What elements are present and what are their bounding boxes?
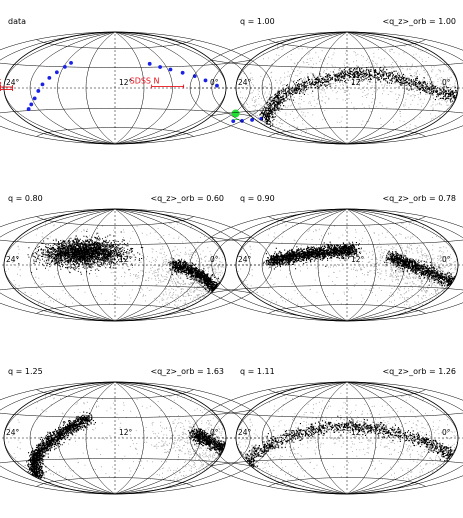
stream-core: [168, 258, 221, 293]
panel-label-left: q = 1.11: [240, 367, 275, 376]
panel-label-left: q = 0.90: [240, 194, 275, 203]
data-point: [32, 96, 37, 101]
panel-stars: [237, 392, 458, 487]
data-point: [180, 70, 185, 75]
graticule: [189, 31, 463, 145]
tick-label: 12°: [119, 78, 133, 87]
data-point: [54, 70, 59, 75]
data-point: [231, 119, 236, 124]
data-point: [47, 75, 52, 80]
tick-label: 24°: [238, 78, 252, 87]
panel-label-right: <q_z>_orb = 0.60: [150, 194, 224, 203]
annotation-sdss-n: SDSS N: [130, 77, 160, 86]
sky-panel-5: 24° 12° 0° q = 1.25 <q_z>_orb = 1.63: [0, 367, 273, 495]
tick-label: 24°: [6, 78, 20, 87]
tick-label: 12°: [351, 78, 365, 87]
graticule: [189, 208, 463, 322]
data-point: [168, 67, 173, 72]
stream-core: [187, 426, 226, 456]
tick-label: 12°: [351, 428, 365, 437]
data-point: [69, 61, 73, 65]
sky-outline: [235, 381, 459, 495]
sdss-footprints: [0, 84, 185, 91]
panel-label-right: <q_z>_orb = 1.00: [382, 17, 456, 26]
tick-label: 24°: [6, 255, 20, 264]
tick-label: 12°: [119, 255, 133, 264]
tick-label: 0°: [442, 428, 451, 437]
diffuse-debris: [237, 221, 458, 312]
sky-panel-3: 24° 12° 0° q = 0.80 <q_z>_orb = 0.60: [0, 194, 273, 322]
tick-label: 0°: [210, 428, 219, 437]
sgr-core-marker: [231, 109, 240, 118]
data-point: [215, 83, 219, 88]
data-point: [40, 82, 45, 87]
data-point: [62, 64, 67, 69]
panel-label-right: <q_z>_orb = 1.26: [382, 367, 456, 376]
data-point: [36, 89, 41, 93]
panel-stars: [5, 221, 226, 315]
sky-panel-2: 24° 12° 0° q = 1.00 <q_z>_orb = 1.00: [189, 17, 463, 145]
tick-label: 24°: [6, 428, 20, 437]
sky-panel-4: 24° 12° 0° q = 0.90 <q_z>_orb = 0.78: [189, 194, 463, 322]
panel-label-right: <q_z>_orb = 0.78: [382, 194, 456, 203]
data-point: [29, 102, 34, 107]
stream-core-2: [262, 241, 362, 270]
diffuse-debris: [237, 392, 458, 487]
data-point: [26, 107, 31, 111]
tick-label: 24°: [238, 428, 252, 437]
panel-stars: [237, 44, 458, 141]
sky-outline: [235, 31, 459, 145]
panel-stars: [237, 221, 458, 312]
tick-label: 0°: [442, 255, 451, 264]
stream-core: [384, 250, 455, 289]
sky-outline: [235, 208, 459, 322]
stream-cloud: [17, 230, 144, 275]
data-point: [250, 118, 254, 122]
tick-label: 0°: [210, 78, 219, 87]
sky-panel-1: SDSS N SDSS S 24° 12° 0° data: [0, 17, 273, 145]
panel-label-left: data: [8, 17, 26, 26]
tick-label: 12°: [119, 428, 133, 437]
sky-panel-6: 24° 12° 0° q = 1.11 <q_z>_orb = 1.26: [189, 367, 463, 495]
tick-label: 0°: [210, 255, 219, 264]
data-point: [203, 78, 208, 83]
tick-label: 0°: [442, 78, 451, 87]
panel-label-left: q = 1.00: [240, 17, 275, 26]
annotation-sdss-s: SDSS S: [0, 78, 2, 87]
data-point: [147, 61, 152, 66]
panel-label-left: q = 1.25: [8, 367, 43, 376]
graticule: [189, 381, 463, 495]
data-point: [192, 74, 197, 79]
data-point: [158, 65, 163, 69]
tick-label: 24°: [238, 255, 252, 264]
panel-label-left: q = 0.80: [8, 194, 43, 203]
panel-label-right: <q_z>_orb = 1.63: [150, 367, 224, 376]
tick-label: 12°: [351, 255, 365, 264]
diffuse-debris: [237, 44, 458, 141]
panel-stars: [6, 394, 226, 487]
